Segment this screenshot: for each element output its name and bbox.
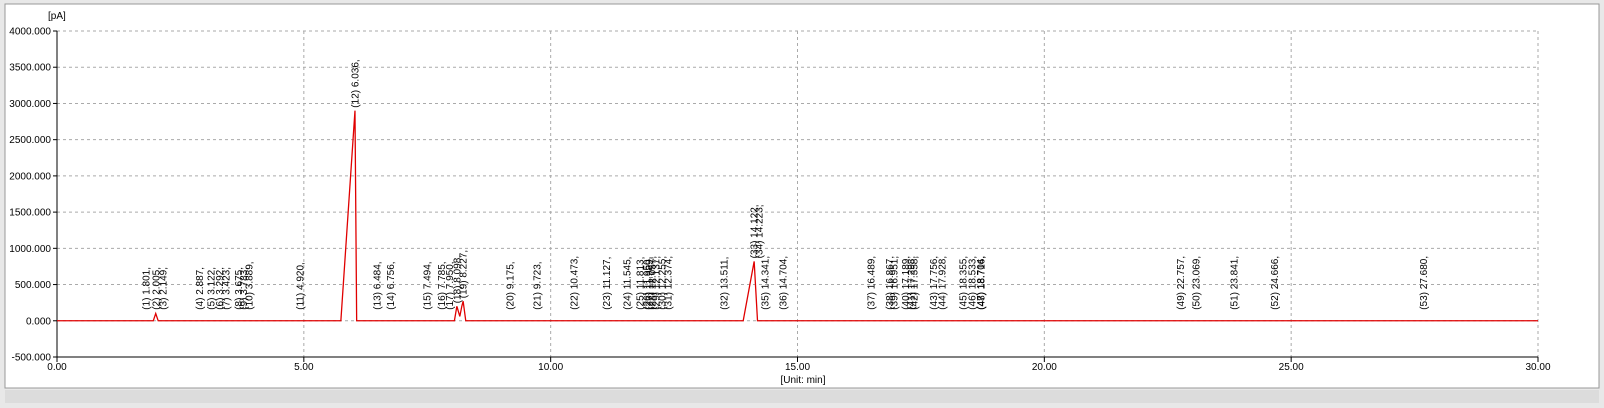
peak-label: (45) 18.355, <box>959 256 970 310</box>
y-tick-label: 1500.000 <box>9 208 51 219</box>
y-tick-label: 4000.000 <box>9 27 51 38</box>
peak-label: (26) 11.950, <box>642 257 653 310</box>
peak-label: (29) 12.137, <box>652 256 663 310</box>
peak-label: (11) 4.920, <box>295 262 306 310</box>
y-tick-label: 0.000 <box>26 316 51 327</box>
peak-label: (34) 14.223, <box>755 204 766 258</box>
peak-label: (20) 9.175, <box>505 261 516 309</box>
peak-label: (32) 13.511, <box>719 257 730 310</box>
x-tick-label: 0.00 <box>47 362 67 373</box>
peak-label: (25) 11.813, <box>636 257 647 310</box>
peak-label: (37) 16.489, <box>867 256 878 310</box>
peak-label: (18) 8.098, <box>452 255 463 303</box>
peak-label: (30) 12.255, <box>657 256 668 310</box>
peak-label: (22) 10.473, <box>570 256 581 310</box>
peak-label: (46) 18.533, <box>967 256 978 310</box>
trace <box>57 110 1538 322</box>
peak-label: (6) 3.292, <box>215 267 226 310</box>
peak-label: (7) 3.423, <box>221 267 232 310</box>
peak-label: (17) 7.950, <box>445 261 456 309</box>
peak-label: (5) 3.122, <box>207 267 218 310</box>
peak-label: (13) 6.484, <box>373 261 384 309</box>
peak-label: (50) 23.069, <box>1191 256 1202 310</box>
peak-label: (40) 17.189, <box>901 256 912 310</box>
peak-label: (48) 18.716, <box>976 256 987 310</box>
peak-label: (36) 14.704, <box>778 256 789 310</box>
peak-label: (9) 3.783, <box>239 267 250 310</box>
peak-label: (10) 3.889, <box>244 261 255 309</box>
peak-label: (35) 14.341, <box>760 256 771 310</box>
peak-label: (21) 9.723, <box>532 261 543 309</box>
peak-label: (31) 12.374, <box>663 256 674 310</box>
peak-label: (12) 6.036, <box>350 59 361 107</box>
peak-label: (19) 8.227, <box>459 250 470 298</box>
y-tick-label: 2000.000 <box>9 171 51 182</box>
x-tick-label: 25.00 <box>1279 362 1304 373</box>
x-axis-label: [Unit: min] <box>780 375 825 386</box>
peak-label: (41) 17.298, <box>906 256 917 310</box>
x-tick-label: 15.00 <box>785 362 810 373</box>
y-tick-label: -500.000 <box>12 353 52 364</box>
peak-label: (3) 2.149, <box>159 267 170 310</box>
peak-label: (24) 11.545, <box>622 257 633 310</box>
y-tick-label: 1000.000 <box>9 244 51 255</box>
x-tick-label: 30.00 <box>1525 362 1550 373</box>
peak-label: (14) 6.756, <box>386 261 397 309</box>
peak-label: (38) 16.867, <box>885 256 896 310</box>
peak-label: (23) 11.127, <box>602 257 613 310</box>
peak-label: (47) 18.704, <box>976 256 987 310</box>
y-tick-label: 500.000 <box>15 280 52 291</box>
peak-label: (39) 16.951, <box>889 256 900 310</box>
x-tick-label: 20.00 <box>1032 362 1057 373</box>
y-unit: [pA] <box>48 11 66 22</box>
peak-label: (53) 27.680, <box>1419 256 1430 310</box>
y-tick-label: 3500.000 <box>9 63 51 74</box>
peak-label: (51) 23.841, <box>1229 256 1240 310</box>
peak-label: (1) 1.801, <box>141 267 152 310</box>
peak-label: (16) 7.785, <box>437 261 448 309</box>
y-tick-label: 2500.000 <box>9 135 51 146</box>
peak-label: (8) 3.675, <box>234 267 245 310</box>
x-tick-label: 5.00 <box>294 362 314 373</box>
peak-label: (49) 22.757, <box>1176 256 1187 310</box>
y-tick-label: 3000.000 <box>9 99 51 110</box>
peak-label: (2) 2.005, <box>151 267 162 310</box>
peak-label: (52) 24.666, <box>1270 256 1281 310</box>
scrollbar[interactable] <box>5 390 1599 403</box>
peak-label: (43) 17.756, <box>929 256 940 310</box>
panel <box>4 3 1600 389</box>
x-tick-label: 10.00 <box>538 362 563 373</box>
peak-label: (33) 14.122, <box>750 204 761 258</box>
peak-label: (28) 12.057, <box>648 256 659 310</box>
peak-label: (4) 2.887, <box>195 267 206 310</box>
peak-label: (15) 7.494, <box>422 261 433 309</box>
peak-label: (44) 17.928, <box>938 256 949 310</box>
peak-label: (27) 11.989, <box>644 257 655 310</box>
peak-label: (42) 17.358, <box>909 256 920 310</box>
